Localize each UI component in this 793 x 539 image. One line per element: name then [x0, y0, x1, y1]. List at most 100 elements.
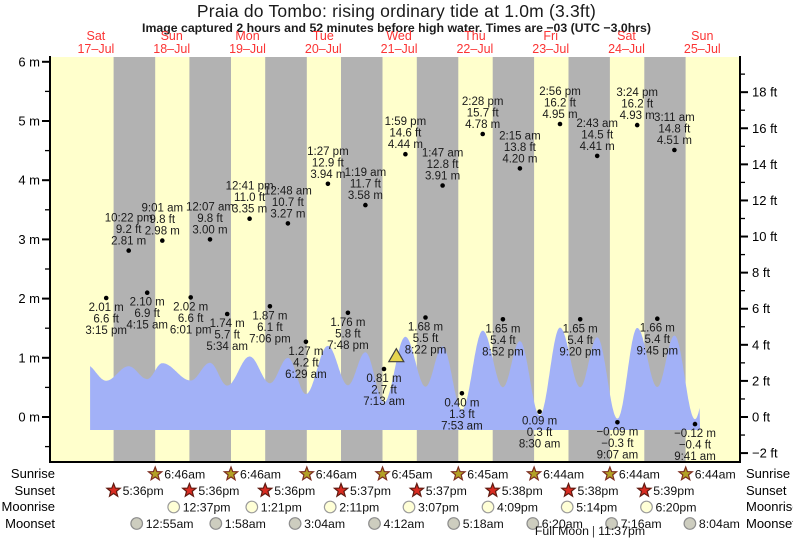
axis-label-ft: 14 ft — [752, 157, 778, 172]
tide-annotation-line: 7:06 pm — [249, 333, 291, 345]
axis-label-ft: 8 ft — [752, 265, 770, 280]
sunrise-icon — [525, 465, 543, 482]
tide-annotation-line: 1.74 m — [210, 318, 245, 330]
day-label: Thu — [464, 29, 486, 43]
date-label: 22–Jul — [456, 42, 493, 56]
sunset-time: 5:38pm — [578, 484, 619, 498]
tide-annotation-line: 1.65 m — [485, 323, 520, 335]
moonrise-time: 12:37pm — [183, 500, 231, 514]
tide-point — [224, 311, 230, 317]
tide-annotation-line: 6.9 ft — [134, 308, 160, 320]
tide-annotation-line: 10.7 ft — [272, 197, 305, 209]
tide-annotation-line: 0.3 ft — [527, 427, 553, 439]
tide-annotation-line: 11.7 ft — [350, 179, 382, 191]
day-label: Mon — [235, 29, 259, 43]
tide-annotation-line: 0.81 m — [366, 373, 401, 385]
moonrise-time: 4:09pm — [497, 500, 538, 514]
tide-annotation-line: 1:47 am — [422, 148, 464, 160]
tide-annotation-line: 0.09 m — [522, 416, 557, 428]
axis-label-m: 4 m — [18, 173, 40, 188]
axis-label-m: 5 m — [18, 114, 40, 129]
axis-label-ft: 16 ft — [752, 121, 778, 136]
moonrise-icon — [640, 500, 653, 514]
tide-point — [557, 121, 563, 127]
sunrise-time: 6:46am — [240, 467, 281, 481]
tide-annotation-line: 2:28 pm — [462, 96, 504, 108]
sunrise-icon — [450, 465, 467, 482]
tide-annotation-line: 6:01 pm — [170, 324, 212, 336]
axis-label-m: 6 m — [18, 54, 40, 69]
tide-point — [285, 221, 291, 226]
moonset-time: 12:55am — [146, 517, 194, 531]
tide-annotation-line: 14.6 ft — [389, 128, 422, 140]
date-label: 17–Jul — [77, 42, 114, 56]
moonset-time: 6:20am — [542, 517, 583, 531]
tide-annotation-line: 1.66 m — [640, 323, 675, 335]
day-label: Sun — [691, 29, 713, 43]
tide-annotation-line: 7:13 am — [363, 396, 405, 408]
tide-curve — [90, 327, 701, 430]
sunset-time: 5:39pm — [653, 484, 694, 498]
full-moon-time: 11:37pm — [598, 524, 646, 538]
axis-label-m: 0 m — [18, 410, 40, 425]
tide-point — [692, 421, 698, 427]
tide-annotation-line: 4.95 m — [542, 109, 577, 121]
tide-annotation-line: −0.4 ft — [679, 440, 712, 452]
moonset-time: 4:12am — [384, 517, 425, 531]
tide-annotation-line: 4.41 m — [580, 141, 615, 153]
tide-annotation-line: 3.91 m — [425, 171, 460, 183]
sunset-icon — [560, 481, 577, 498]
tide-point — [403, 151, 408, 157]
tide-point — [615, 420, 620, 425]
sunset-time: 5:37pm — [350, 484, 391, 498]
moonrise-time: 5:14pm — [576, 500, 617, 514]
tide-annotation-line: 5.7 ft — [214, 330, 240, 342]
date-label: 24–Jul — [608, 42, 645, 56]
tide-annotation-line: 9.2 ft — [116, 224, 142, 236]
moonrise-icon — [323, 500, 337, 514]
tide-annotation-line: 2.81 m — [111, 236, 146, 248]
sunset-icon — [256, 481, 274, 498]
tide-annotation-line: 4.2 ft — [293, 357, 319, 369]
tide-annotation-line: 1.3 ft — [449, 409, 475, 421]
tide-annotation-line: 3:24 pm — [616, 87, 658, 99]
tide-annotation-line: 1.76 m — [330, 317, 365, 329]
date-label: 21–Jul — [381, 42, 418, 56]
tide-annotation-line: 1.27 m — [288, 346, 323, 358]
sunrise-time: 6:44am — [543, 467, 584, 481]
tide-annotation-line: 7:53 am — [441, 420, 483, 432]
tide-annotation-line: 9:07 am — [597, 449, 639, 461]
sunset-icon — [105, 481, 122, 498]
tide-annotation-line: 2.01 m — [89, 302, 124, 314]
tide-point — [381, 366, 387, 372]
tide-annotation-line: 12.9 ft — [312, 157, 345, 169]
tide-annotation-line: 15.7 ft — [467, 108, 500, 120]
tide-annotation-line: 13.8 ft — [504, 142, 537, 154]
tide-annotation-line: 1.65 m — [563, 323, 598, 335]
row-label-moonset-right: Moonset — [746, 515, 793, 531]
tide-point — [363, 202, 368, 208]
tide-annotation-line: 2:15 am — [499, 130, 541, 142]
tide-annotation-line: 2:56 pm — [539, 86, 581, 98]
sunset-icon — [636, 481, 653, 498]
tide-point — [345, 310, 351, 316]
tide-annotation-line: 4.51 m — [657, 135, 692, 147]
tide-annotation-line: 3.00 m — [192, 224, 227, 236]
date-label: 25–Jul — [684, 42, 721, 56]
moonset-time: 1:58am — [225, 517, 266, 531]
date-label: 20–Jul — [305, 42, 342, 56]
moonset-time: 5:18am — [463, 517, 504, 531]
moonrise-icon — [481, 500, 495, 514]
day-label: Sat — [87, 29, 106, 43]
tide-annotation-line: 3.58 m — [348, 190, 383, 202]
date-label: 19–Jul — [229, 42, 266, 56]
sunrise-icon — [677, 465, 694, 482]
moonrise-time: 6:20pm — [656, 500, 697, 514]
moonset-icon — [683, 517, 697, 530]
day-label: Sun — [161, 29, 183, 43]
sunset-icon — [408, 481, 426, 498]
tide-annotation-line: 10:22 pm — [105, 213, 153, 225]
tide-annotation-line: 8:52 pm — [482, 346, 524, 358]
row-label-moonrise-right: Moonrise — [746, 499, 793, 514]
tide-annotation-line: 2.10 m — [130, 297, 165, 309]
